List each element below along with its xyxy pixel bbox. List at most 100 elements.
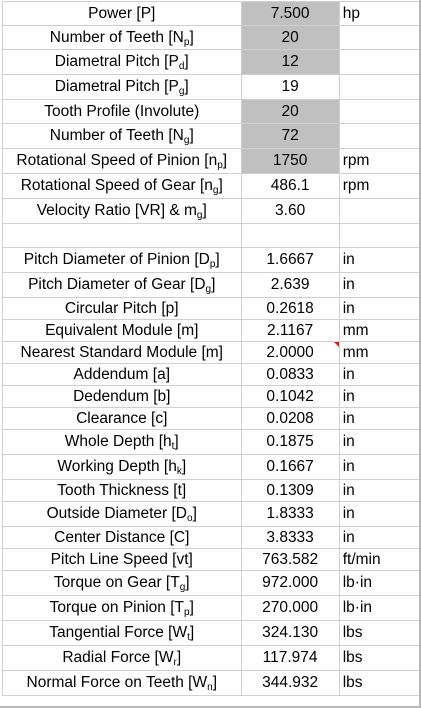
unit-cell[interactable]: lbs: [338, 620, 421, 646]
computed-value-cell[interactable]: 2.1167: [240, 319, 340, 342]
unit-cell[interactable]: in: [338, 429, 421, 455]
unit-cell[interactable]: [338, 99, 421, 124]
comment-indicator-icon[interactable]: [333, 342, 339, 347]
unit-cell[interactable]: [338, 25, 421, 50]
unit-cell[interactable]: in: [338, 501, 421, 527]
parameter-label-cell[interactable]: Power [P]: [2, 1, 242, 26]
unit-cell[interactable]: [338, 49, 421, 75]
parameter-label-cell[interactable]: Diametral Pitch [Pg]: [2, 74, 242, 100]
unit-cell[interactable]: in: [338, 297, 421, 320]
unit-cell[interactable]: [338, 198, 421, 224]
unit-cell[interactable]: rpm: [338, 173, 421, 199]
computed-value-cell[interactable]: 763.582: [240, 548, 340, 571]
unit-cell[interactable]: lb·in: [338, 570, 421, 596]
unit-cell[interactable]: in: [338, 247, 421, 273]
computed-value-cell[interactable]: 0.1309: [240, 479, 340, 502]
unit-cell[interactable]: in: [338, 272, 421, 298]
parameter-label: Whole Depth [h: [64, 433, 172, 451]
unit-cell[interactable]: [338, 74, 421, 100]
unit-cell[interactable]: lb·in: [338, 595, 421, 621]
computed-value-cell[interactable]: 270.000: [240, 595, 340, 621]
parameter-label-cell[interactable]: Center Distance [C]: [2, 526, 242, 549]
computed-value-cell[interactable]: 2.0000: [240, 341, 340, 364]
unit-cell[interactable]: in: [338, 385, 421, 408]
unit-cell[interactable]: in: [338, 363, 421, 386]
parameter-label: Equivalent Module [m]: [45, 321, 199, 339]
parameter-label-cell[interactable]: Tangential Force [Wt]: [2, 620, 242, 646]
parameter-label-cell[interactable]: Nearest Standard Module [m]: [2, 341, 242, 364]
computed-value-cell[interactable]: 486.1: [240, 173, 340, 199]
unit-label: lb·in: [342, 599, 373, 617]
computed-value-cell[interactable]: 0.2618: [240, 297, 340, 320]
unit-cell[interactable]: in: [338, 454, 421, 480]
parameter-label-cell[interactable]: Working Depth [hk]: [2, 454, 242, 480]
input-value-cell[interactable]: 20: [240, 25, 340, 50]
computed-value-cell[interactable]: 3.60: [240, 198, 340, 224]
computed-value-cell[interactable]: 0.0833: [240, 363, 340, 386]
table-row: Working Depth [hk] 0.1667 in: [2, 454, 421, 480]
parameter-label-cell[interactable]: Addendum [a]: [2, 363, 242, 386]
unit-cell[interactable]: rpm: [338, 148, 421, 174]
table-row: Tooth Profile (Involute) 20: [2, 99, 421, 124]
bracket-close: ]: [185, 574, 190, 592]
computed-value-cell[interactable]: 972.000: [240, 570, 340, 596]
parameter-label-cell[interactable]: Velocity Ratio [VR] & mg]: [2, 198, 242, 224]
parameter-label-cell[interactable]: Rotational Speed of Pinion [np]: [2, 148, 242, 174]
cell-value: 1.8333: [266, 505, 314, 523]
input-value-cell[interactable]: 1750: [240, 148, 340, 174]
cell-value: 2.1167: [266, 321, 314, 339]
parameter-label-cell[interactable]: Pitch Line Speed [vt]: [2, 548, 242, 571]
parameter-label: Number of Teeth [N: [49, 127, 184, 145]
parameter-label-cell[interactable]: Pitch Diameter of Gear [Dg]: [2, 272, 242, 298]
computed-value-cell[interactable]: 1.8333: [240, 501, 340, 527]
parameter-label-cell[interactable]: Pitch Diameter of Pinion [Dp]: [2, 247, 242, 273]
unit-cell[interactable]: lbs: [338, 645, 421, 671]
input-value-cell[interactable]: 20: [240, 99, 340, 124]
parameter-label-cell[interactable]: Tooth Thickness [t]: [2, 479, 242, 502]
parameter-label-cell[interactable]: Equivalent Module [m]: [2, 319, 242, 342]
computed-value-cell[interactable]: 0.1042: [240, 385, 340, 408]
computed-value-cell[interactable]: 324.130: [240, 620, 340, 646]
computed-value-cell[interactable]: 0.1667: [240, 454, 340, 480]
parameter-label-cell[interactable]: Number of Teeth [Np]: [2, 25, 242, 50]
parameter-label-cell[interactable]: Clearance [c]: [2, 407, 242, 430]
computed-value-cell[interactable]: 117.974: [240, 645, 340, 671]
computed-value-cell[interactable]: 3.8333: [240, 526, 340, 549]
parameter-label-cell[interactable]: Number of Teeth [Ng]: [2, 123, 242, 149]
unit-cell[interactable]: in: [338, 407, 421, 430]
parameter-label-cell[interactable]: Torque on Pinion [Tp]: [2, 595, 242, 621]
unit-cell[interactable]: in: [338, 479, 421, 502]
parameter-label: Tooth Profile (Involute): [44, 102, 200, 120]
computed-value-cell[interactable]: 19: [240, 74, 340, 100]
parameter-subscript: g: [212, 185, 219, 197]
computed-value-cell[interactable]: 0.1875: [240, 429, 340, 455]
parameter-label-cell[interactable]: Outside Diameter [Do]: [2, 501, 242, 527]
parameter-label-cell[interactable]: Dedendum [b]: [2, 385, 242, 408]
unit-cell[interactable]: [338, 223, 421, 248]
parameter-label-cell[interactable]: Radial Force [Wr]: [2, 645, 242, 671]
parameter-label-cell[interactable]: Normal Force on Teeth [Wn]: [2, 670, 242, 696]
parameter-label-cell[interactable]: [2, 223, 242, 248]
parameter-label-cell[interactable]: Diametral Pitch [Pd]: [2, 49, 242, 75]
parameter-label-cell[interactable]: Rotational Speed of Gear [ng]: [2, 173, 242, 199]
computed-value-cell[interactable]: 2.639: [240, 272, 340, 298]
computed-value-cell[interactable]: 1.6667: [240, 247, 340, 273]
input-value-cell[interactable]: 72: [240, 123, 340, 149]
computed-value-cell[interactable]: 0.0208: [240, 407, 340, 430]
unit-cell[interactable]: mm: [338, 341, 421, 364]
unit-cell[interactable]: mm: [338, 319, 421, 342]
unit-cell[interactable]: in: [338, 526, 421, 549]
unit-cell[interactable]: ft/min: [338, 548, 421, 571]
computed-value-cell[interactable]: 344.932: [240, 670, 340, 696]
parameter-label-cell[interactable]: Circular Pitch [p]: [2, 297, 242, 320]
unit-cell[interactable]: lbs: [338, 670, 421, 696]
computed-value-cell[interactable]: [240, 223, 340, 248]
input-value-cell[interactable]: 12: [240, 49, 340, 75]
parameter-label-cell[interactable]: Whole Depth [ht]: [2, 429, 242, 455]
unit-cell[interactable]: hp: [338, 1, 421, 26]
parameter-subscript: r: [173, 657, 177, 669]
input-value-cell[interactable]: 7.500: [240, 1, 340, 26]
parameter-label-cell[interactable]: Tooth Profile (Involute): [2, 99, 242, 124]
unit-cell[interactable]: [338, 123, 421, 149]
parameter-label-cell[interactable]: Torque on Gear [Tg]: [2, 570, 242, 596]
